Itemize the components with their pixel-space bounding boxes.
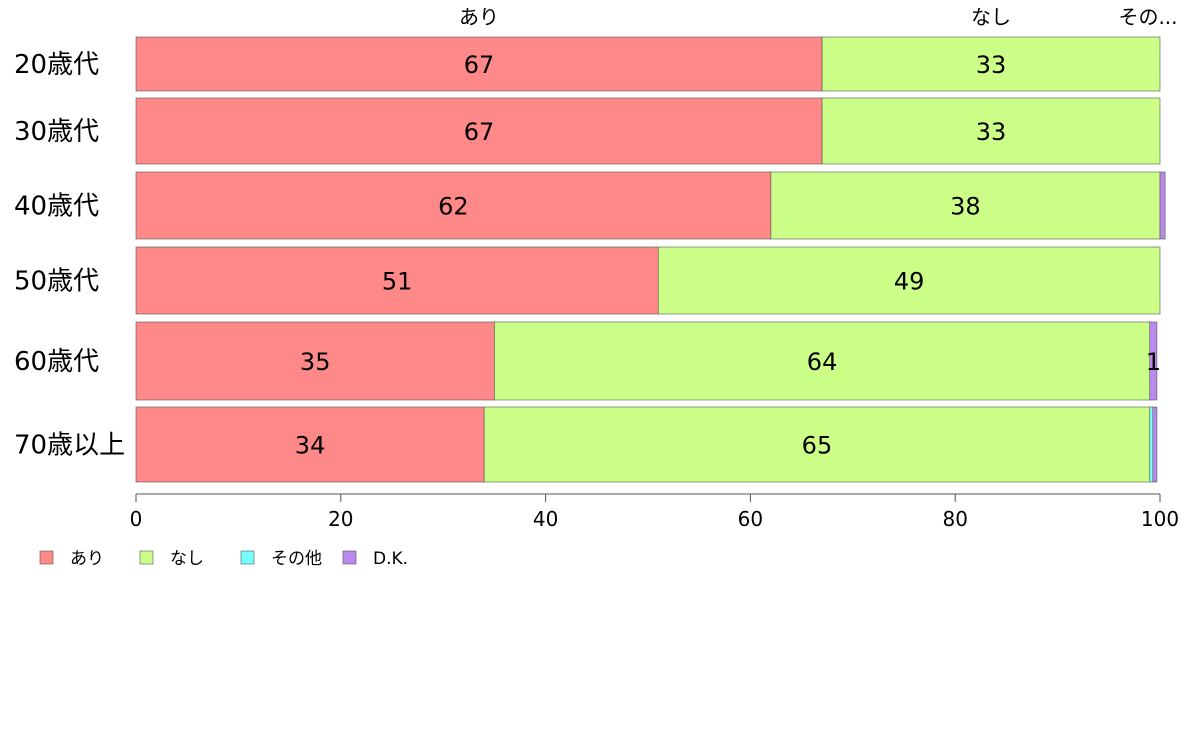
category-label: 20歳代	[14, 50, 99, 80]
legend-label: D.K.	[373, 549, 408, 569]
x-tick-label: 60	[738, 507, 763, 531]
x-tick-label: 0	[130, 507, 143, 531]
bar-segment	[821, 97, 1161, 165]
data-label: 49	[894, 268, 925, 296]
bar-segment	[135, 97, 823, 165]
bar-segment	[821, 36, 1161, 92]
legend-swatch	[342, 550, 357, 565]
bar-segment	[135, 406, 485, 483]
data-label: 33	[976, 118, 1007, 146]
data-label: 34	[295, 432, 326, 460]
bar-segment	[135, 36, 823, 92]
data-label: 51	[382, 268, 413, 296]
bar-segment	[494, 321, 1151, 401]
data-label: 35	[300, 348, 331, 376]
category-label: 40歳代	[14, 192, 99, 222]
legend-swatch	[139, 550, 154, 565]
x-tick-label: 100	[1141, 507, 1179, 531]
bar-segment	[657, 246, 1161, 315]
legend-label: なし	[170, 549, 204, 569]
bar-segment	[1149, 321, 1158, 401]
category-label: 60歳代	[14, 347, 99, 377]
bar-segment	[135, 321, 495, 401]
bar-segment	[1159, 171, 1166, 240]
bar-segment	[483, 406, 1151, 483]
x-tick-label: 40	[533, 507, 558, 531]
data-label: 65	[802, 432, 833, 460]
bar-segment	[135, 246, 659, 315]
data-label: 67	[464, 51, 495, 79]
data-label: 33	[976, 51, 1007, 79]
legend-label: その他	[271, 549, 322, 569]
series-top-label: あり	[459, 5, 499, 29]
legend-label: あり	[70, 549, 104, 569]
legend-swatch	[240, 550, 255, 565]
x-tick-label: 80	[942, 507, 967, 531]
x-tick-label: 20	[328, 507, 353, 531]
category-label: 50歳代	[14, 267, 99, 297]
bar-segment	[770, 171, 1161, 240]
data-label: 1	[1146, 348, 1161, 376]
category-label: 30歳代	[14, 117, 99, 147]
bar-segment	[1152, 406, 1158, 483]
series-top-label: なし	[971, 5, 1011, 29]
data-label: 62	[438, 193, 469, 221]
bar-segment	[1149, 406, 1154, 483]
data-label: 64	[807, 348, 838, 376]
data-label: 38	[950, 193, 981, 221]
data-label: 67	[464, 118, 495, 146]
bar-segment	[135, 171, 772, 240]
series-top-label: その...	[1118, 5, 1177, 29]
legend-swatch	[39, 550, 54, 565]
category-label: 70歳以上	[14, 431, 125, 461]
